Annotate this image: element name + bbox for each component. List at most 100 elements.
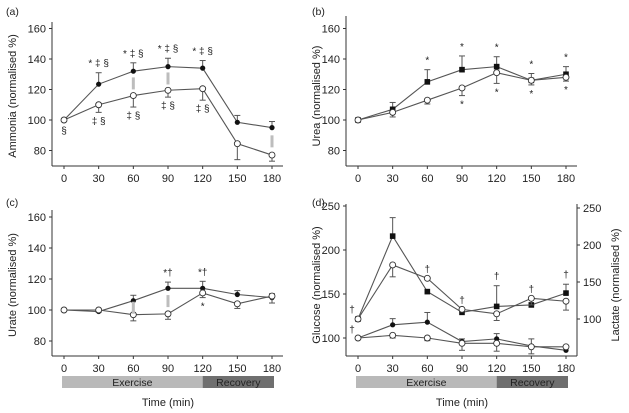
annotation: * ‡ § (123, 49, 144, 60)
data-point-open (233, 140, 241, 148)
data-point-open (458, 84, 466, 92)
data-point-open (164, 310, 172, 318)
data-point-open (95, 101, 103, 109)
y-tick-label: 160 (322, 24, 340, 36)
annotation: * (529, 59, 533, 70)
x-tick-label: 30 (387, 173, 399, 185)
significance-marker (270, 135, 274, 148)
y-tick-label: 80 (34, 336, 46, 348)
data-point-glucose-open (389, 331, 397, 339)
data-point-open (268, 151, 276, 159)
data-point-open (164, 86, 172, 94)
y-tick-label: 120 (28, 274, 46, 286)
phase-bar-recovery (496, 376, 568, 388)
x-tick-label: 30 (93, 173, 105, 185)
y-tick-label: 140 (322, 54, 340, 66)
x-tick-label: 120 (193, 173, 211, 185)
annotation: † (459, 295, 465, 306)
data-point-open (268, 292, 276, 300)
annotation: * (495, 87, 499, 98)
data-point-open (493, 69, 501, 77)
x-tick-label: 180 (557, 173, 575, 185)
y-tick-label: 80 (34, 146, 46, 158)
phase-label-recovery: Recovery (216, 377, 261, 389)
y-tick-label: 160 (28, 212, 46, 224)
annotation: *† (198, 267, 207, 278)
data-point-glucose-filled (424, 319, 430, 325)
annotation: * (564, 53, 568, 64)
data-point-filled (165, 285, 171, 291)
annotation: * (495, 43, 499, 54)
y-tick-label-right: 200 (583, 240, 601, 252)
data-point-glucose-filled (390, 322, 396, 328)
data-point-filled (200, 285, 206, 291)
x-tick-label: 90 (456, 173, 468, 185)
y-tick-label: 140 (28, 243, 46, 255)
data-point-glucose-open (423, 334, 431, 342)
x-tick-label: 150 (228, 173, 246, 185)
x-tick-label: 120 (487, 363, 505, 375)
data-point-filled (459, 66, 465, 73)
data-point-glucose-open (493, 339, 501, 347)
data-point-open (60, 116, 68, 124)
annotation: * ‡ § (88, 59, 109, 70)
data-point-open (354, 116, 362, 124)
x-tick-label: 30 (93, 363, 105, 375)
x-tick-label: 0 (61, 363, 67, 375)
annotation: * (460, 100, 464, 111)
y-tick-label: 80 (328, 146, 340, 158)
data-point-open (199, 289, 207, 297)
data-point-open (199, 85, 207, 93)
data-point-glucose-open (354, 334, 362, 342)
y-tick-label: 250 (322, 201, 340, 213)
y-tick-label: 150 (322, 289, 340, 301)
x-tick-label: 150 (228, 363, 246, 375)
annotation: † (529, 284, 535, 295)
x-tick-label: 150 (522, 173, 540, 185)
x-tick-label: 0 (355, 363, 361, 375)
annotation: * (529, 89, 533, 100)
data-point-open (562, 73, 570, 81)
y-tick-label: 100 (322, 333, 340, 345)
data-point-filled (269, 125, 275, 131)
data-point-lactate-open (389, 261, 397, 269)
panel-label: (b) (312, 6, 325, 18)
x-axis-label: Time (min) (436, 397, 488, 409)
data-point-glucose-open (458, 339, 466, 347)
y-axis-label: Urea (normalised %) (311, 46, 323, 147)
data-point-lactate-open (423, 274, 431, 282)
annotation: † (349, 325, 355, 336)
x-tick-label: 90 (162, 363, 174, 375)
x-tick-label: 150 (522, 363, 540, 375)
series-line-open (357, 72, 567, 121)
data-point-filled (493, 63, 500, 70)
y-tick-label: 120 (28, 85, 46, 97)
y-tick-label-right: 100 (583, 314, 601, 326)
y-tick-label: 120 (322, 85, 340, 97)
data-point-open (389, 108, 397, 116)
data-point-open (233, 300, 241, 308)
annotation: § (61, 126, 67, 137)
annotation: *† (163, 268, 172, 279)
y-tick-label-right: 150 (583, 277, 601, 289)
data-point-filled (165, 64, 171, 70)
x-tick-label: 180 (557, 363, 575, 375)
annotation: † (494, 272, 500, 283)
data-point-lactate-filled (424, 288, 431, 295)
y-tick-label-right: 250 (583, 203, 601, 215)
significance-marker (131, 301, 135, 314)
annotation: * (201, 302, 205, 313)
annotation: * (564, 85, 568, 96)
phase-label-recovery: Recovery (510, 377, 555, 389)
x-tick-label: 90 (456, 363, 468, 375)
panel-label: (c) (6, 197, 18, 209)
y-axis-label: Glucose (normalised %) (311, 226, 323, 343)
annotation: ‡ § (196, 104, 210, 115)
data-point-lactate-filled (389, 233, 396, 239)
phase-label-exercise: Exercise (112, 377, 152, 389)
x-tick-label: 180 (263, 363, 281, 375)
x-tick-label: 120 (193, 363, 211, 375)
data-point-filled (130, 68, 136, 74)
data-point-lactate-open (562, 297, 570, 305)
